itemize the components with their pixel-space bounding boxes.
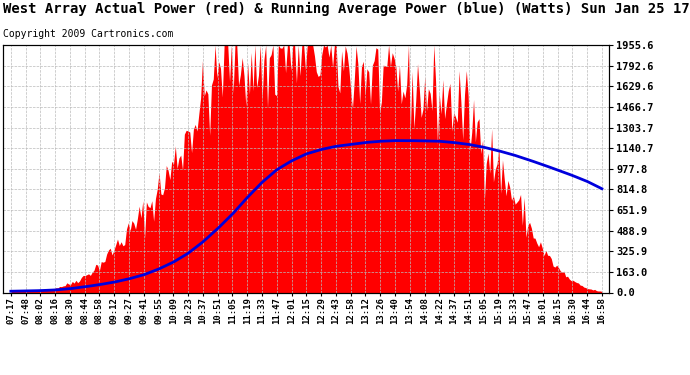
Text: Copyright 2009 Cartronics.com: Copyright 2009 Cartronics.com xyxy=(3,29,174,39)
Text: West Array Actual Power (red) & Running Average Power (blue) (Watts) Sun Jan 25 : West Array Actual Power (red) & Running … xyxy=(3,2,690,16)
